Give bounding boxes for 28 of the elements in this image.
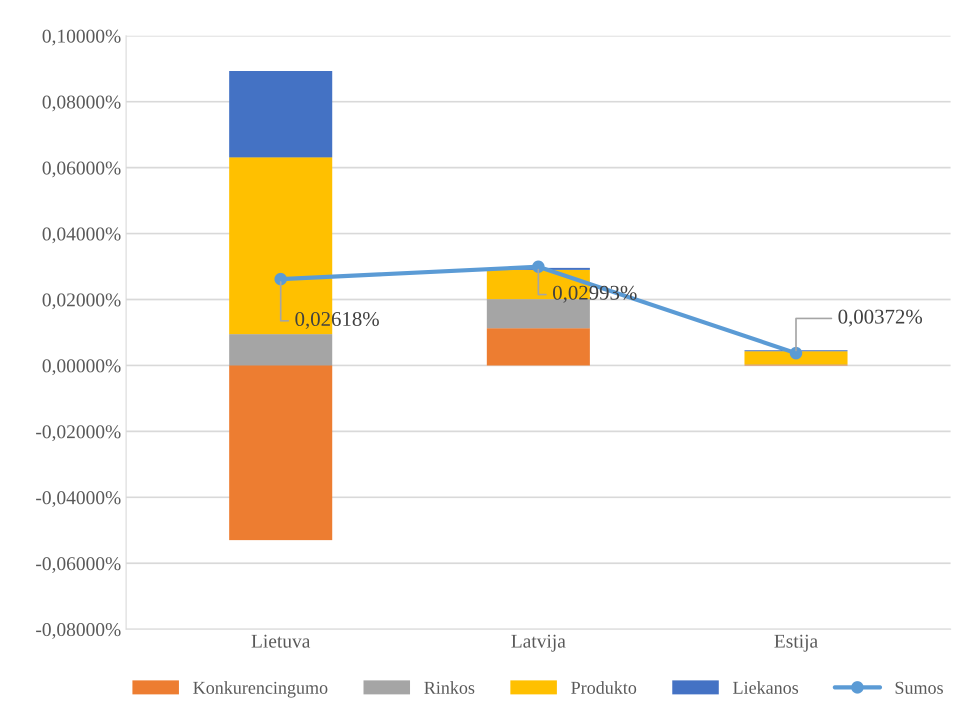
y-tick-label: 0,04000% [42, 227, 121, 244]
data-label: 0,00372% [838, 310, 922, 327]
x-tick-label: Lietuva [252, 634, 310, 648]
y-tick-label: 0,02000% [42, 293, 121, 310]
point [532, 260, 545, 274]
x-tick-label: Estija [774, 634, 818, 652]
bar [229, 71, 332, 158]
y-tick-label: -0,06000% [36, 557, 121, 573]
legend-label: Sumos [896, 682, 943, 694]
x-tick-label: Latvija [511, 634, 566, 652]
y-tick-label: 0,08000% [42, 96, 121, 112]
bar [486, 328, 590, 366]
legend-label: Liekanos [733, 681, 798, 694]
bar [744, 351, 848, 364]
bar [229, 334, 332, 366]
legend-label: Konkurencingumo [193, 681, 328, 698]
y-tick-label: 0,10000% [42, 30, 121, 46]
y-tick-label: 0,06000% [42, 161, 121, 178]
point [790, 346, 802, 360]
point [274, 272, 287, 286]
legend-label: Produkto [571, 681, 636, 694]
bar [229, 365, 332, 540]
data-label: 0,02993% [553, 286, 637, 303]
y-tick-label: -0,08000% [36, 623, 121, 639]
y-tick-label: -0,04000% [36, 491, 121, 508]
legend-label: Rinkos [424, 681, 474, 694]
y-tick-label: 0,00000% [42, 359, 121, 376]
y-tick-label: -0,02000% [36, 425, 121, 442]
